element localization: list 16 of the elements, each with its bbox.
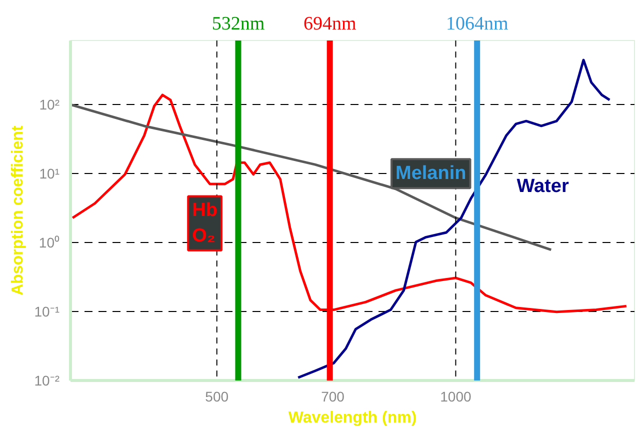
ref-line-label: 532nm [212, 14, 265, 34]
series-label: Water [516, 176, 570, 197]
series-label: Melanin [396, 163, 466, 184]
y-tick-label: 10⁻² [34, 372, 60, 388]
series-label: Hb O₂ [192, 200, 218, 246]
y-tick-label: 10⁰ [38, 234, 60, 251]
y-tick-label: 10⁻¹ [34, 304, 60, 320]
y-tick-label: 10² [39, 96, 60, 113]
y-tick-label: 10¹ [39, 166, 60, 182]
ref-line-label: 1064nm [446, 14, 508, 34]
x-tick-label: 1000 [440, 388, 472, 404]
x-tick-label: 700 [321, 388, 345, 404]
y-axis-title: Absorption coefficient [9, 124, 26, 296]
ref-line-label: 694nm [303, 14, 356, 34]
x-tick-label: 500 [205, 388, 229, 404]
x-axis-title: Wavelength (nm) [288, 410, 417, 426]
